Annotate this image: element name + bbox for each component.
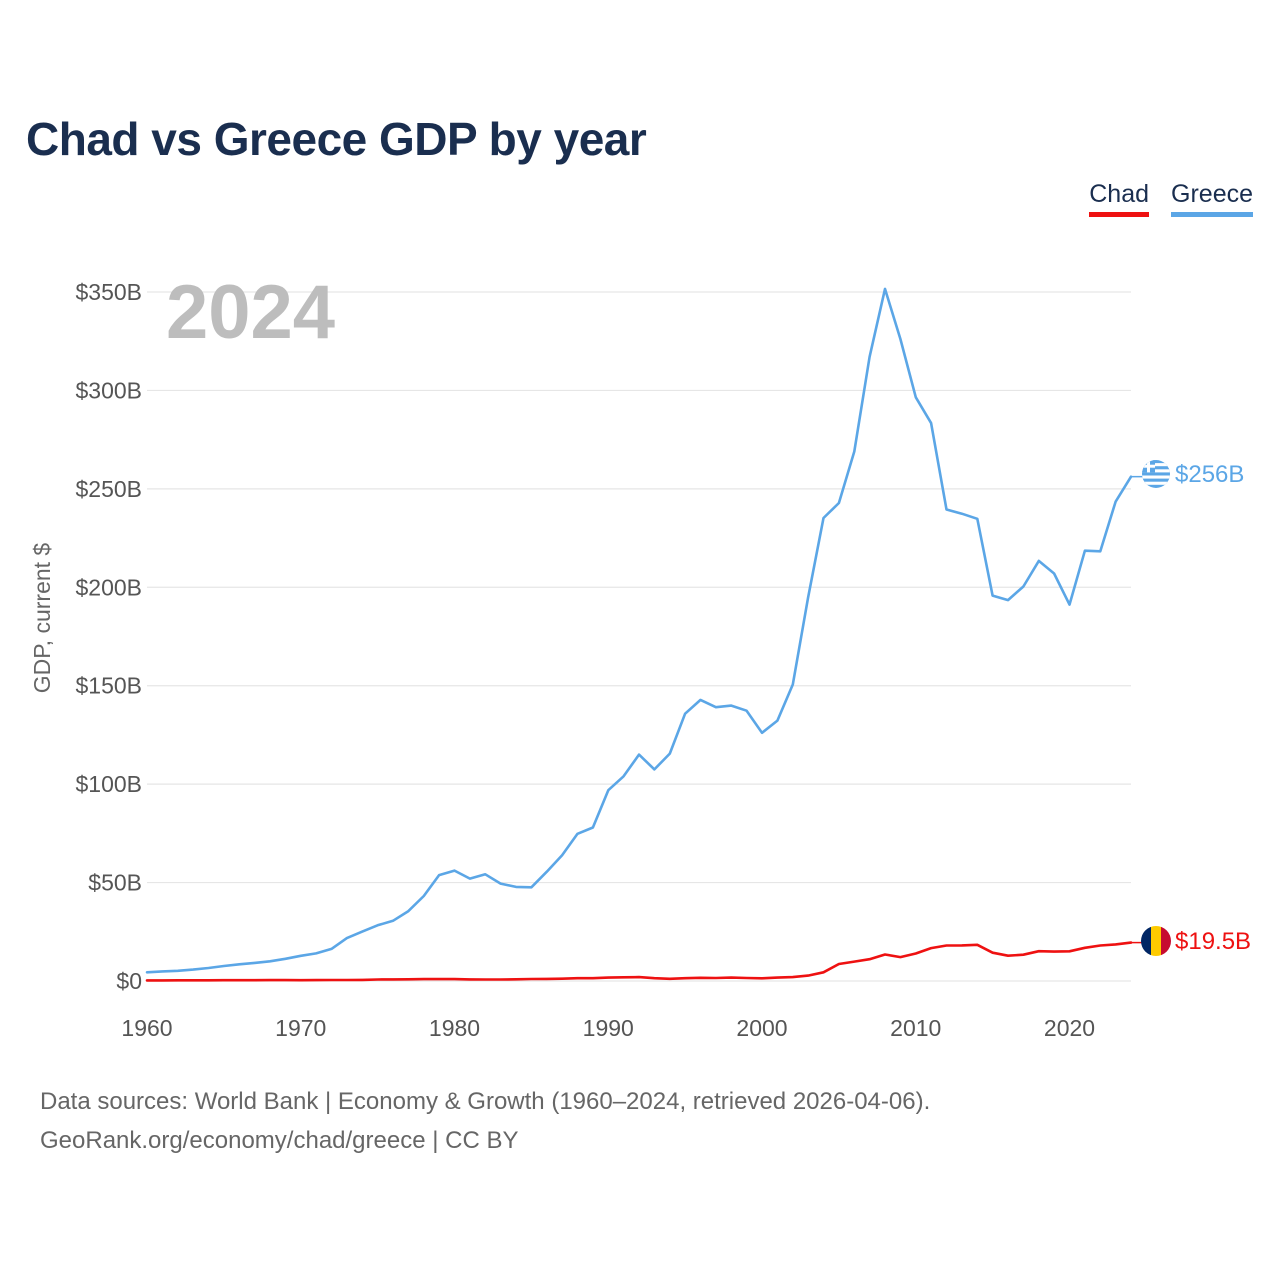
y-tick-label: $50B: [88, 870, 142, 896]
legend-item-greece[interactable]: Greece: [1171, 180, 1253, 217]
y-tick-label: $200B: [75, 574, 142, 600]
x-tick-label: 2020: [1044, 1015, 1095, 1041]
x-axis-ticks: 1960 1970 1980 1990 2000 2010 2020: [121, 1015, 1095, 1041]
y-axis-ticks: $0 $50B $100B $150B $200B $250B $300B $350B: [75, 279, 142, 994]
y-tick-label: $0: [116, 968, 142, 994]
y-tick-label: $150B: [75, 673, 142, 699]
greece-flag-icon: [1142, 460, 1170, 488]
y-axis-label: GDP, current $: [29, 543, 55, 694]
greece-end-value: $256B: [1175, 461, 1244, 488]
chart-title: Chad vs Greece GDP by year: [26, 113, 647, 165]
source-line-2: GeoRank.org/economy/chad/greece | CC BY: [40, 1127, 519, 1154]
x-tick-label: 1990: [583, 1015, 634, 1041]
x-tick-label: 1980: [429, 1015, 480, 1041]
series-line-greece: [145, 287, 1133, 974]
year-watermark: 2024: [166, 270, 335, 355]
y-tick-label: $100B: [75, 771, 142, 797]
chad-flag-icon: [1141, 926, 1171, 956]
series-lines: [145, 287, 1143, 982]
y-tick-label: $300B: [75, 377, 142, 403]
x-tick-label: 2010: [890, 1015, 941, 1041]
x-tick-label: 2000: [736, 1015, 787, 1041]
legend-item-chad[interactable]: Chad: [1089, 180, 1150, 217]
x-tick-label: 1970: [275, 1015, 326, 1041]
legend: Chad Greece: [1089, 180, 1253, 217]
chad-end-value: $19.5B: [1175, 928, 1251, 955]
source-line-1: Data sources: World Bank | Economy & Gro…: [40, 1088, 931, 1115]
y-tick-label: $250B: [75, 476, 142, 502]
series-line-chad: [145, 941, 1133, 982]
source-note: Data sources: World Bank | Economy & Gro…: [40, 1082, 930, 1160]
x-tick-label: 1960: [121, 1015, 172, 1041]
y-tick-label: $350B: [75, 279, 142, 305]
grid-lines: [147, 291, 1131, 982]
